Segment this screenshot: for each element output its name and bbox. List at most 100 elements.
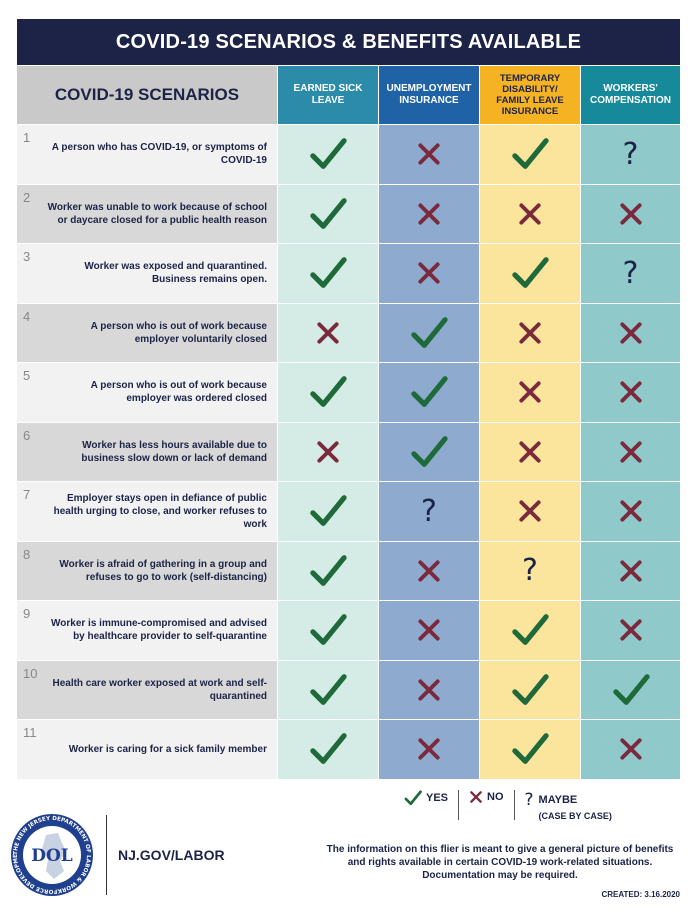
check-icon <box>310 614 347 646</box>
question-icon: ? <box>622 136 639 172</box>
scenario-text: Worker is afraid of gathering in a group… <box>59 558 267 583</box>
cell-earned-sick-leave-no <box>277 302 378 362</box>
cell-earned-sick-leave-yes <box>277 540 378 600</box>
legend-no-label: NO <box>487 791 504 803</box>
cell-unemployment-insurance-no <box>378 243 479 303</box>
cell-earned-sick-leave-yes <box>277 243 378 303</box>
check-icon <box>310 673 347 705</box>
row-number: 8 <box>23 546 31 562</box>
cross-icon <box>519 322 541 344</box>
cell-workers-compensation-no <box>580 421 680 481</box>
cell-workers-compensation-no <box>580 719 680 779</box>
cross-icon <box>519 203 541 225</box>
cell-earned-sick-leave-yes <box>277 481 378 541</box>
scenario-text: Worker was exposed and quarantined. Busi… <box>84 261 267 286</box>
legend-maybe-label: MAYBE <box>538 794 578 806</box>
cell-temporary-disability-no <box>479 183 580 243</box>
row-number: 2 <box>23 189 31 205</box>
cell-temporary-disability-maybe: ? <box>479 540 580 600</box>
legend-divider <box>458 790 460 820</box>
check-icon <box>512 614 549 646</box>
scenario-row-3: 3 Worker was exposed and quarantined. Bus… <box>17 243 277 303</box>
cell-workers-compensation-maybe: ? <box>580 124 680 184</box>
dol-seal-logo: DOL THE NEW JERSEY DEPARTMENT OF LABOR &… <box>10 813 93 896</box>
scenario-text: Worker is caring for a sick family membe… <box>68 743 267 755</box>
cell-earned-sick-leave-yes <box>277 600 378 660</box>
cell-temporary-disability-no <box>479 302 580 362</box>
cross-icon <box>619 203 642 225</box>
check-icon <box>411 376 448 408</box>
cell-earned-sick-leave-yes <box>277 719 378 779</box>
page-title: COVID-19 SCENARIOS & BENEFITS AVAILABLE <box>17 19 680 65</box>
cell-unemployment-insurance-no <box>378 183 479 243</box>
cell-workers-compensation-no <box>580 183 680 243</box>
website-link[interactable]: NJ.GOV/LABOR <box>118 847 225 863</box>
cell-unemployment-insurance-no <box>378 124 479 184</box>
cross-icon <box>418 738 440 760</box>
cell-unemployment-insurance-yes <box>378 362 479 422</box>
cell-unemployment-insurance-no <box>378 600 479 660</box>
cross-icon <box>619 441 642 463</box>
cross-icon <box>418 679 440 701</box>
legend: YES NO ? MAYBE (CASE BY CASE) <box>404 790 612 821</box>
check-icon <box>310 376 347 408</box>
question-icon: ? <box>421 493 437 529</box>
cell-temporary-disability-no <box>479 481 580 541</box>
cell-temporary-disability-yes <box>479 124 580 184</box>
logo-divider <box>106 815 107 895</box>
check-icon <box>512 733 549 765</box>
scenario-row-10: 10 Health care worker exposed at work and… <box>17 659 277 719</box>
check-icon <box>310 495 347 527</box>
cross-icon <box>519 381 541 403</box>
cell-workers-compensation-no <box>580 362 680 422</box>
benefits-table: COVID-19 SCENARIOS EARNED SICK LEAVE UNE… <box>17 66 680 779</box>
cross-icon <box>418 560 440 582</box>
header-temporary-disability: TEMPORARY DISABILITY/ FAMILY LEAVE INSUR… <box>479 66 580 124</box>
cell-workers-compensation-no <box>580 600 680 660</box>
legend-yes: YES <box>404 790 448 806</box>
question-icon: ? <box>622 255 639 291</box>
cell-temporary-disability-yes <box>479 659 580 719</box>
check-icon <box>512 673 549 705</box>
cross-icon <box>418 143 440 165</box>
cross-icon <box>519 500 541 522</box>
row-number: 5 <box>23 368 31 383</box>
row-number: 6 <box>23 427 31 443</box>
cell-workers-compensation-no <box>580 481 680 541</box>
scenario-row-5: 5 A person who is out of work because emp… <box>17 362 277 422</box>
scenario-row-8: 8 Worker is afraid of gathering in a grou… <box>17 540 277 600</box>
cross-icon <box>619 322 642 344</box>
header-workers-compensation: WORKERS' COMPENSATION <box>580 66 680 124</box>
cell-workers-compensation-yes <box>580 659 680 719</box>
row-number: 11 <box>23 725 37 740</box>
cell-temporary-disability-no <box>479 362 580 422</box>
cell-unemployment-insurance-no <box>378 659 479 719</box>
legend-yes-label: YES <box>426 792 449 804</box>
cell-earned-sick-leave-no <box>277 421 378 481</box>
check-icon <box>411 435 448 467</box>
cell-earned-sick-leave-yes <box>277 183 378 243</box>
cross-icon <box>418 203 440 225</box>
cell-earned-sick-leave-yes <box>277 124 378 184</box>
cell-temporary-disability-yes <box>479 243 580 303</box>
check-icon <box>310 554 347 586</box>
check-icon <box>310 257 347 289</box>
cell-earned-sick-leave-yes <box>277 659 378 719</box>
cross-icon <box>619 619 642 641</box>
cell-workers-compensation-no <box>580 302 680 362</box>
scenario-text: A person who has COVID-19, or symptoms o… <box>51 142 267 167</box>
disclaimer: The information on this flier is meant t… <box>326 844 674 881</box>
scenario-row-4: 4 A person who is out of work because emp… <box>17 302 277 362</box>
legend-maybe-sub: (CASE BY CASE) <box>538 811 612 821</box>
check-icon <box>404 790 422 806</box>
scenario-text: Employer stays open in defiance of publi… <box>53 492 267 530</box>
legend-divider <box>513 790 515 820</box>
scenario-text: Worker is immune-compromised and advised… <box>51 618 267 643</box>
cell-unemployment-insurance-maybe: ? <box>378 481 479 541</box>
scenario-text: A person who is out of work because empl… <box>90 380 267 405</box>
check-icon <box>310 733 347 765</box>
legend-maybe: ? MAYBE (CASE BY CASE) <box>525 790 612 821</box>
cross-icon <box>470 791 482 803</box>
cell-temporary-disability-yes <box>479 600 580 660</box>
cross-icon <box>619 560 642 582</box>
